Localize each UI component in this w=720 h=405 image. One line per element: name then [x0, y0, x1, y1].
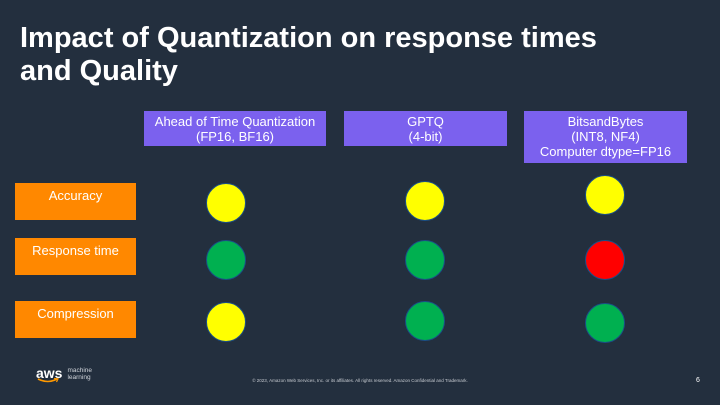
aws-logo-line-2: learning	[67, 374, 91, 381]
column-header-aot-line-2: (FP16, BF16)	[195, 129, 275, 144]
slide-title-line-2: and Quality	[20, 55, 178, 87]
rating-response-time-aot	[206, 240, 246, 280]
rating-compression-aot	[206, 302, 246, 342]
aws-logo-subtitle: machine learning	[67, 366, 92, 381]
column-header-bitsandbytes-line-3: Computer dtype=FP16	[539, 144, 672, 159]
column-header-gptq-line-2: (4-bit)	[408, 129, 443, 144]
aws-smile-icon	[37, 378, 59, 383]
aws-logo-word: aws	[36, 366, 62, 383]
row-label-compression: Compression	[15, 301, 136, 338]
column-header-bitsandbytes-line-2: (INT8, NF4)	[571, 129, 640, 144]
rating-accuracy-gptq	[405, 181, 445, 221]
column-header-bitsandbytes-line-1: BitsandBytes	[567, 114, 644, 129]
rating-compression-bitsandbytes	[585, 303, 625, 343]
rating-accuracy-bitsandbytes	[585, 175, 625, 215]
aws-logo-line-1: machine	[67, 367, 93, 374]
slide-title-line-1: Impact of Quantization on response times	[20, 22, 597, 54]
rating-response-time-bitsandbytes	[585, 240, 625, 280]
column-header-bitsandbytes: BitsandBytes (INT8, NF4) Computer dtype=…	[524, 111, 687, 163]
rating-response-time-gptq	[405, 240, 445, 280]
row-label-accuracy: Accuracy	[15, 183, 136, 220]
column-header-gptq-line-1: GPTQ	[407, 114, 444, 129]
column-header-aot-line-1: Ahead of Time Quantization	[154, 114, 316, 129]
column-header-gptq: GPTQ (4-bit)	[344, 111, 507, 146]
page-number: 6	[696, 377, 700, 384]
rating-accuracy-aot	[206, 183, 246, 223]
rating-compression-gptq	[405, 301, 445, 341]
slide-title: Impact of Quantization on response times…	[20, 22, 680, 88]
row-label-response-time: Response time	[15, 238, 136, 275]
column-header-aot: Ahead of Time Quantization (FP16, BF16)	[144, 111, 326, 146]
aws-ml-logo: aws machine learning	[36, 366, 92, 383]
copyright-notice: © 2023, Amazon Web Services, Inc. or its…	[252, 378, 468, 383]
